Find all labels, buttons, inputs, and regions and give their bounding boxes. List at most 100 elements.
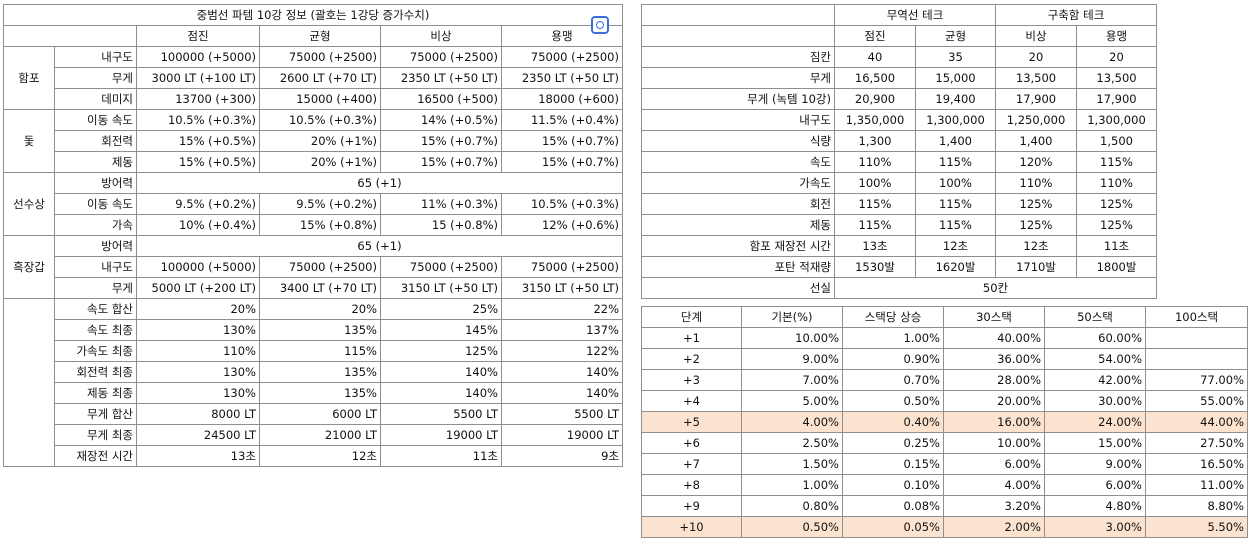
table-row: 이동 속도 9.5% (+0.2%) 9.5% (+0.2%) 11% (+0.3%)… — [4, 193, 623, 215]
row-label: 식량 — [641, 130, 835, 152]
table-row: 속도 110% 115% 120% 115% — [641, 151, 1157, 173]
merged-value: 50칸 — [834, 277, 1157, 299]
data-cell: 21000 LT — [259, 424, 381, 446]
data-cell: 115% — [915, 214, 996, 236]
data-cell: 12초 — [915, 235, 996, 257]
data-cell: 3400 LT (+70 LT) — [259, 277, 381, 299]
table-row: 함포 내구도 100000 (+5000) 75000 (+2500) 75000 (+… — [3, 46, 623, 110]
data-cell: 28.00% — [943, 369, 1045, 391]
table-row: 무게 3000 LT (+100 LT) 2600 LT (+70 LT) 2350 … — [4, 67, 623, 89]
data-cell: 16.00% — [943, 411, 1045, 433]
table-row: 돛 이동 속도 10.5% (+0.3%) 10.5% (+0.3%) 14% (+0.… — [3, 109, 623, 173]
data-cell — [1145, 327, 1248, 349]
data-cell: 19000 LT — [501, 424, 623, 446]
row-label: 재장전 시간 — [54, 445, 137, 467]
header-row: 점진 균형 비상 용맹 — [3, 25, 623, 47]
row-label: 속도 최종 — [54, 319, 137, 341]
row-label: 무게 (녹템 10강) — [641, 88, 835, 110]
table-row: 함포 재장전 시간 13초 12초 12초 11초 — [641, 235, 1157, 257]
data-cell: 4.00% — [943, 474, 1045, 496]
data-cell: 0.80% — [741, 495, 843, 517]
row-label: 회전 — [641, 193, 835, 215]
data-cell: 12% (+0.6%) — [501, 214, 623, 236]
data-cell: 10.5% (+0.3%) — [501, 193, 623, 215]
data-cell: 1,300 — [834, 130, 916, 152]
data-cell: 9.5% (+0.2%) — [259, 193, 381, 215]
data-cell: 110% — [834, 151, 916, 173]
data-cell: 10.5% (+0.3%) — [259, 109, 381, 131]
data-cell: 140% — [380, 382, 502, 404]
table-row: +8 1.00% 0.10% 4.00% 6.00% 11.00% — [641, 474, 1248, 496]
group-label — [3, 298, 55, 467]
data-cell: 100000 (+5000) — [136, 46, 260, 68]
data-cell: 4.80% — [1044, 495, 1146, 517]
row-label: 내구도 — [641, 109, 835, 131]
data-cell: 15% (+0.7%) — [501, 151, 623, 173]
data-cell: 0.08% — [842, 495, 944, 517]
column-header: 균형 — [259, 25, 381, 47]
data-cell: 0.15% — [842, 453, 944, 475]
data-cell: 3.20% — [943, 495, 1045, 517]
row-label: 가속도 최종 — [54, 340, 137, 362]
data-cell: 11.00% — [1145, 474, 1248, 496]
data-cell: 0.25% — [842, 432, 944, 454]
table-row: +1 10.00% 1.00% 40.00% 60.00% — [641, 327, 1248, 349]
table-row: 무게 (녹템 10강) 20,900 19,400 17,900 17,900 — [641, 88, 1157, 110]
data-cell: 1,250,000 — [995, 109, 1077, 131]
row-label: 속도 합산 — [54, 298, 137, 320]
data-cell: 100% — [915, 172, 996, 194]
stage-cell: +6 — [641, 432, 742, 454]
data-cell: 145% — [380, 319, 502, 341]
data-cell — [1145, 348, 1248, 370]
data-cell: 11.5% (+0.4%) — [501, 109, 623, 131]
data-cell: 16.50% — [1145, 453, 1248, 475]
data-cell: 13초 — [136, 445, 260, 467]
group-header: 무역선 테크 — [834, 4, 996, 26]
highlighted-row: +10 0.50% 0.05% 2.00% 3.00% 5.50% — [641, 516, 1248, 538]
data-cell: 115% — [834, 214, 916, 236]
data-cell: 19,400 — [915, 88, 996, 110]
table-row: 제동 15% (+0.5%) 20% (+1%) 15% (+0.7%) 15% (+0… — [4, 151, 623, 173]
data-cell: 3150 LT (+50 LT) — [501, 277, 623, 299]
image-search-icon[interactable] — [591, 16, 609, 34]
row-label: 속도 — [641, 151, 835, 173]
data-cell: 140% — [501, 361, 623, 383]
data-cell: 3150 LT (+50 LT) — [380, 277, 502, 299]
table-row: +6 2.50% 0.25% 10.00% 15.00% 27.50% — [641, 432, 1248, 454]
data-cell: 2600 LT (+70 LT) — [259, 67, 381, 89]
data-cell: 9.5% (+0.2%) — [136, 193, 260, 215]
stage-cell: +7 — [641, 453, 742, 475]
row-label: 제동 — [54, 151, 137, 173]
data-cell: 140% — [380, 361, 502, 383]
data-cell: 122% — [501, 340, 623, 362]
data-cell: 75000 (+2500) — [259, 46, 381, 68]
data-cell: 4.00% — [741, 411, 843, 433]
data-cell: 1.00% — [741, 474, 843, 496]
data-cell: 42.00% — [1044, 369, 1146, 391]
data-cell: 135% — [259, 319, 381, 341]
data-cell: 10.5% (+0.3%) — [136, 109, 260, 131]
data-cell: 22% — [501, 298, 623, 320]
data-cell: 36.00% — [943, 348, 1045, 370]
column-header: 용맹 — [1076, 25, 1157, 47]
data-cell: 100000 (+5000) — [136, 256, 260, 278]
data-cell: 135% — [259, 361, 381, 383]
data-cell: 135% — [259, 382, 381, 404]
table-row: 무게 5000 LT (+200 LT) 3400 LT (+70 LT) 3150 … — [4, 277, 623, 299]
data-cell: 13700 (+300) — [136, 88, 260, 110]
data-cell: 110% — [995, 172, 1077, 194]
data-cell: 75000 (+2500) — [501, 256, 623, 278]
data-cell: 0.50% — [741, 516, 843, 538]
data-cell: 115% — [915, 151, 996, 173]
data-cell: 17,900 — [1076, 88, 1157, 110]
data-cell: 15 (+0.8%) — [380, 214, 502, 236]
data-cell: 40 — [834, 46, 916, 68]
table-row: 무게 16,500 15,000 13,500 13,500 — [641, 67, 1157, 89]
row-label: 제동 — [641, 214, 835, 236]
stage-cell: +4 — [641, 390, 742, 412]
table-row: 회전 115% 115% 125% 125% — [641, 193, 1157, 215]
data-cell: 2350 LT (+50 LT) — [380, 67, 502, 89]
data-cell: 110% — [136, 340, 260, 362]
data-cell: 75000 (+2500) — [380, 256, 502, 278]
column-header: 점진 — [136, 25, 260, 47]
